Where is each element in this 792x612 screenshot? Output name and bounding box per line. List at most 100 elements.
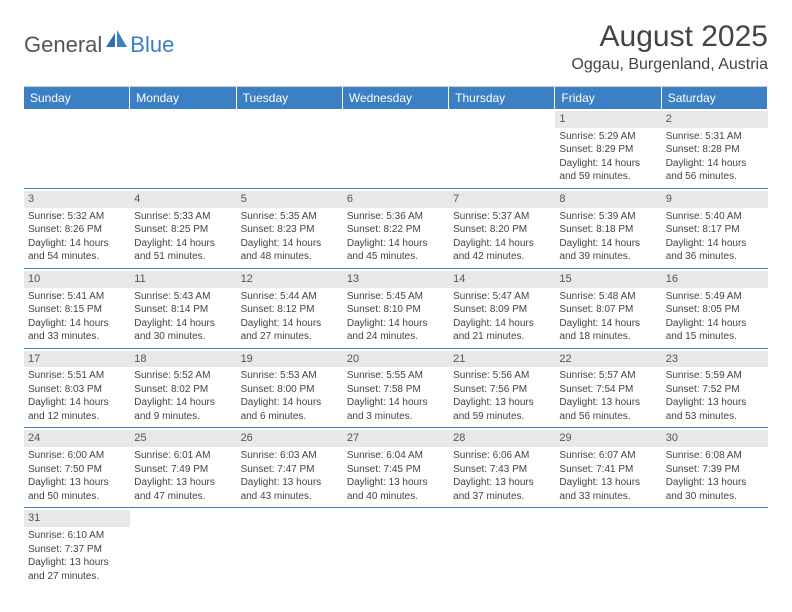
- day-header: Sunday: [24, 87, 130, 109]
- day-number: 20: [343, 351, 449, 368]
- calendar-cell: 9Sunrise: 5:40 AMSunset: 8:17 PMDaylight…: [662, 189, 768, 269]
- calendar-cell: [237, 109, 343, 189]
- day-daylight1: Daylight: 14 hours: [453, 317, 551, 331]
- day-number: 21: [449, 351, 555, 368]
- day-daylight1: Daylight: 14 hours: [347, 317, 445, 331]
- day-sunrise: Sunrise: 5:45 AM: [347, 290, 445, 304]
- day-sunrise: Sunrise: 5:49 AM: [666, 290, 764, 304]
- calendar-cell: 22Sunrise: 5:57 AMSunset: 7:54 PMDayligh…: [555, 349, 661, 429]
- day-daylight1: Daylight: 14 hours: [347, 396, 445, 410]
- day-daylight2: and 3 minutes.: [347, 410, 445, 424]
- day-number: 30: [662, 430, 768, 447]
- day-daylight2: and 27 minutes.: [28, 570, 126, 584]
- day-daylight2: and 43 minutes.: [241, 490, 339, 504]
- day-daylight1: Daylight: 14 hours: [134, 396, 232, 410]
- day-daylight2: and 51 minutes.: [134, 250, 232, 264]
- day-sunrise: Sunrise: 5:55 AM: [347, 369, 445, 383]
- day-daylight2: and 39 minutes.: [559, 250, 657, 264]
- day-number: 10: [24, 271, 130, 288]
- day-sunrise: Sunrise: 5:29 AM: [559, 130, 657, 144]
- day-daylight1: Daylight: 13 hours: [134, 476, 232, 490]
- day-sunset: Sunset: 8:25 PM: [134, 223, 232, 237]
- calendar-cell: [555, 508, 661, 587]
- day-number: 25: [130, 430, 236, 447]
- day-daylight1: Daylight: 14 hours: [28, 396, 126, 410]
- calendar-cell: 23Sunrise: 5:59 AMSunset: 7:52 PMDayligh…: [662, 349, 768, 429]
- calendar-cell: 27Sunrise: 6:04 AMSunset: 7:45 PMDayligh…: [343, 428, 449, 508]
- day-daylight1: Daylight: 14 hours: [28, 237, 126, 251]
- day-number: 3: [24, 191, 130, 208]
- day-daylight1: Daylight: 13 hours: [28, 556, 126, 570]
- day-sunset: Sunset: 8:18 PM: [559, 223, 657, 237]
- day-sunset: Sunset: 8:02 PM: [134, 383, 232, 397]
- calendar-cell: 31Sunrise: 6:10 AMSunset: 7:37 PMDayligh…: [24, 508, 130, 587]
- calendar-cell: 18Sunrise: 5:52 AMSunset: 8:02 PMDayligh…: [130, 349, 236, 429]
- day-header: Monday: [130, 87, 236, 109]
- day-sunset: Sunset: 8:03 PM: [28, 383, 126, 397]
- day-daylight1: Daylight: 13 hours: [666, 476, 764, 490]
- day-sunrise: Sunrise: 5:41 AM: [28, 290, 126, 304]
- calendar-cell: 21Sunrise: 5:56 AMSunset: 7:56 PMDayligh…: [449, 349, 555, 429]
- day-daylight2: and 56 minutes.: [666, 170, 764, 184]
- calendar-cell: 15Sunrise: 5:48 AMSunset: 8:07 PMDayligh…: [555, 269, 661, 349]
- day-sunset: Sunset: 8:22 PM: [347, 223, 445, 237]
- day-header: Saturday: [662, 87, 768, 109]
- day-daylight1: Daylight: 14 hours: [134, 317, 232, 331]
- day-sunrise: Sunrise: 5:35 AM: [241, 210, 339, 224]
- day-sunrise: Sunrise: 6:07 AM: [559, 449, 657, 463]
- day-sunset: Sunset: 7:52 PM: [666, 383, 764, 397]
- day-number: 16: [662, 271, 768, 288]
- day-daylight2: and 59 minutes.: [559, 170, 657, 184]
- day-daylight1: Daylight: 14 hours: [666, 157, 764, 171]
- day-sunset: Sunset: 7:56 PM: [453, 383, 551, 397]
- day-daylight2: and 18 minutes.: [559, 330, 657, 344]
- day-daylight2: and 45 minutes.: [347, 250, 445, 264]
- location: Oggau, Burgenland, Austria: [571, 56, 768, 74]
- day-daylight1: Daylight: 13 hours: [28, 476, 126, 490]
- day-daylight2: and 37 minutes.: [453, 490, 551, 504]
- day-number: 23: [662, 351, 768, 368]
- day-daylight1: Daylight: 14 hours: [28, 317, 126, 331]
- day-number: 8: [555, 191, 661, 208]
- day-sunrise: Sunrise: 5:40 AM: [666, 210, 764, 224]
- calendar-cell: 25Sunrise: 6:01 AMSunset: 7:49 PMDayligh…: [130, 428, 236, 508]
- day-number: 28: [449, 430, 555, 447]
- day-sunset: Sunset: 8:23 PM: [241, 223, 339, 237]
- calendar-cell: 24Sunrise: 6:00 AMSunset: 7:50 PMDayligh…: [24, 428, 130, 508]
- day-sunrise: Sunrise: 5:36 AM: [347, 210, 445, 224]
- day-daylight1: Daylight: 14 hours: [453, 237, 551, 251]
- day-sunrise: Sunrise: 5:52 AM: [134, 369, 232, 383]
- day-sunset: Sunset: 8:15 PM: [28, 303, 126, 317]
- day-sunset: Sunset: 8:28 PM: [666, 143, 764, 157]
- day-sunset: Sunset: 8:29 PM: [559, 143, 657, 157]
- day-daylight2: and 48 minutes.: [241, 250, 339, 264]
- day-sunset: Sunset: 7:39 PM: [666, 463, 764, 477]
- calendar-cell: 4Sunrise: 5:33 AMSunset: 8:25 PMDaylight…: [130, 189, 236, 269]
- day-daylight1: Daylight: 14 hours: [134, 237, 232, 251]
- calendar-cell: 30Sunrise: 6:08 AMSunset: 7:39 PMDayligh…: [662, 428, 768, 508]
- day-daylight1: Daylight: 13 hours: [347, 476, 445, 490]
- day-number: 13: [343, 271, 449, 288]
- day-daylight2: and 53 minutes.: [666, 410, 764, 424]
- day-daylight2: and 9 minutes.: [134, 410, 232, 424]
- day-daylight1: Daylight: 14 hours: [241, 396, 339, 410]
- day-daylight2: and 12 minutes.: [28, 410, 126, 424]
- calendar-cell: 2Sunrise: 5:31 AMSunset: 8:28 PMDaylight…: [662, 109, 768, 189]
- day-number: 9: [662, 191, 768, 208]
- day-number: 22: [555, 351, 661, 368]
- day-sunrise: Sunrise: 5:32 AM: [28, 210, 126, 224]
- day-sunset: Sunset: 8:17 PM: [666, 223, 764, 237]
- day-sunset: Sunset: 8:14 PM: [134, 303, 232, 317]
- day-sunrise: Sunrise: 6:00 AM: [28, 449, 126, 463]
- calendar-cell: [449, 109, 555, 189]
- day-header: Thursday: [449, 87, 555, 109]
- calendar-cell: 19Sunrise: 5:53 AMSunset: 8:00 PMDayligh…: [237, 349, 343, 429]
- day-sunset: Sunset: 7:54 PM: [559, 383, 657, 397]
- day-sunset: Sunset: 8:05 PM: [666, 303, 764, 317]
- day-daylight2: and 42 minutes.: [453, 250, 551, 264]
- calendar-cell: [130, 109, 236, 189]
- calendar-cell: 8Sunrise: 5:39 AMSunset: 8:18 PMDaylight…: [555, 189, 661, 269]
- day-daylight2: and 40 minutes.: [347, 490, 445, 504]
- day-sunset: Sunset: 8:26 PM: [28, 223, 126, 237]
- calendar-cell: 7Sunrise: 5:37 AMSunset: 8:20 PMDaylight…: [449, 189, 555, 269]
